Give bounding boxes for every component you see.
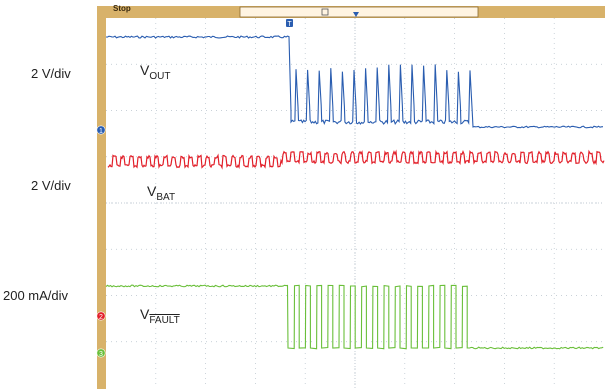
vbat-signal-label: VBAT <box>147 183 175 203</box>
vout-scale-label: 2 V/div <box>31 66 71 81</box>
vbat-trace <box>107 149 605 170</box>
run-status: Stop <box>113 4 131 13</box>
vfault-scale-label: 200 mA/div <box>3 288 69 303</box>
vfault-signal-label: VFAULT <box>140 306 180 326</box>
trigger-position-arrow <box>353 12 359 17</box>
ch3-marker-text: 3 <box>99 351 103 358</box>
record-window-marker <box>321 8 329 16</box>
ch3-marker <box>96 348 106 358</box>
vfault-signal-prefix: V <box>140 306 150 322</box>
vout-signal-prefix: V <box>140 62 150 78</box>
vout-signal-sub: OUT <box>149 71 171 82</box>
left-frame-bar <box>97 6 106 389</box>
vbat-signal-prefix: V <box>147 183 157 199</box>
vbat-scale-label: 2 V/div <box>31 178 71 193</box>
vout-signal-label: VOUT <box>140 62 170 82</box>
vbat-signal-sub: BAT <box>156 192 176 203</box>
trigger-time-marker-text: T <box>287 21 292 28</box>
ch2-marker <box>96 311 106 321</box>
vout-trace <box>105 35 604 129</box>
ch1-marker <box>96 125 106 135</box>
ch2-marker-text: 2 <box>99 314 103 321</box>
vfault-signal-sub: FAULT <box>149 315 180 326</box>
ch1-marker-text: 1 <box>99 128 103 135</box>
vfault-trace <box>105 284 604 350</box>
trigger-time-marker <box>286 19 293 27</box>
